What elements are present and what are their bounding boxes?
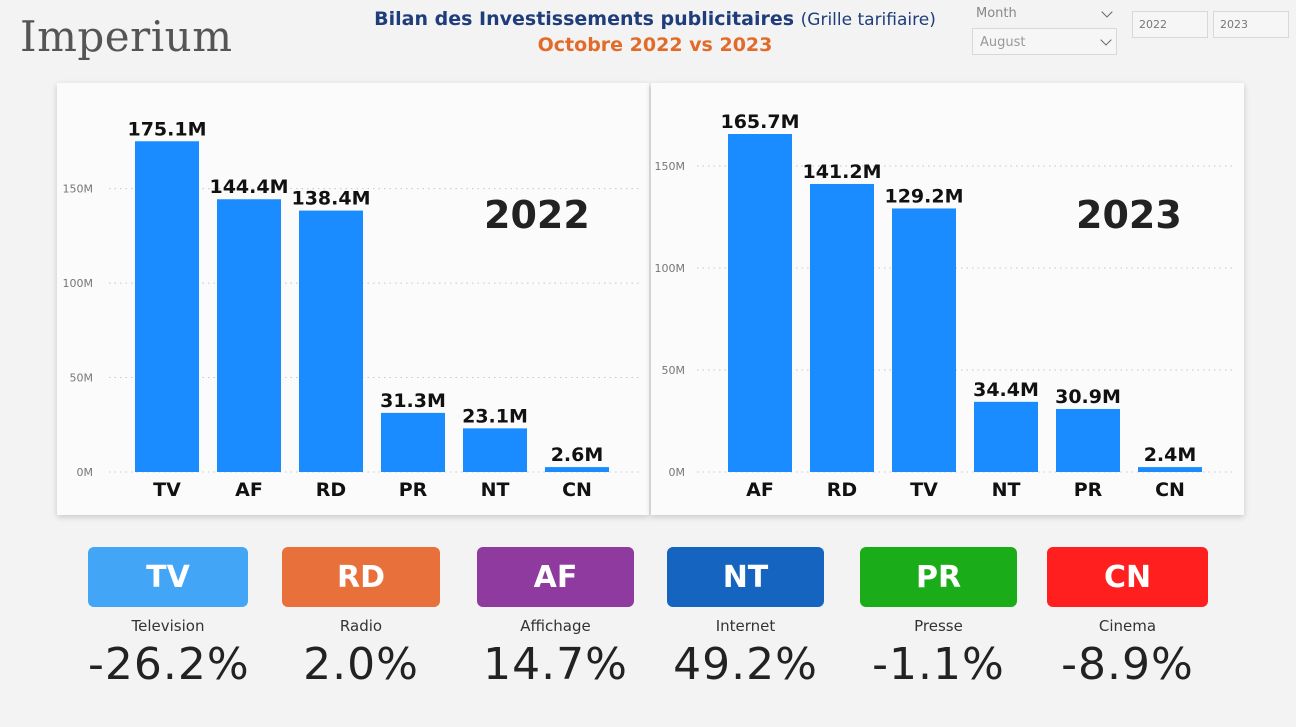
kpi-name: Radio <box>339 617 383 635</box>
kpi-presse: PR Presse -1.1% <box>860 547 1020 690</box>
kpi-change: 49.2% <box>673 639 818 690</box>
kpi-cinema: CN Cinema -8.9% <box>1047 547 1208 690</box>
data-label: 144.4M <box>209 176 288 198</box>
data-label: 141.2M <box>802 161 881 183</box>
data-label: 34.4M <box>973 379 1039 401</box>
x-category-label: CN <box>562 479 592 501</box>
bar[interactable] <box>299 210 363 473</box>
bar[interactable] <box>974 401 1038 472</box>
year-end-field[interactable]: 2023 <box>1213 11 1289 38</box>
y-tick-label: 50M <box>70 372 94 385</box>
x-category-label: TV <box>153 479 181 501</box>
y-tick-label: 50M <box>662 364 686 377</box>
chart-card-2023: 0M 50M 100M 150M 165.7M AF 141.2M RD 129.2M TV 34.… <box>651 83 1244 515</box>
y-tick-label: 0M <box>669 466 686 479</box>
kpi-change: -1.1% <box>872 639 1005 690</box>
x-category-label: PR <box>1074 479 1103 501</box>
bar[interactable] <box>463 428 527 472</box>
y-tick-label: 100M <box>63 277 94 290</box>
x-category-label: RD <box>316 479 346 501</box>
chart-year-label-2022: 2022 <box>484 193 590 237</box>
bar-chart-2022: 0M 50M 100M 150M 175.1M TV 144.4M AF 138.4M RD 31.… <box>63 118 639 501</box>
chevron-down-icon[interactable] <box>1101 6 1113 18</box>
kpi-badge: CN <box>1047 547 1208 607</box>
chart-year-label-2023: 2023 <box>1076 193 1182 237</box>
kpi-badge: AF <box>477 547 634 607</box>
data-label: 2.6M <box>551 444 604 466</box>
x-category-label: NT <box>992 479 1021 501</box>
kpi-internet: NT Internet 49.2% <box>667 547 827 690</box>
kpi-name: Affichage <box>520 617 591 635</box>
data-label: 129.2M <box>884 185 963 207</box>
x-category-label: AF <box>746 479 774 501</box>
report-header: Bilan des Investissements publicitaires … <box>320 8 990 56</box>
chart-card-2022: 0M 50M 100M 150M 175.1M TV 144.4M AF 138.4M RD 31.… <box>57 83 649 515</box>
bar[interactable] <box>135 141 199 472</box>
month-slicer-header[interactable]: Month <box>972 4 1117 28</box>
x-category-label: AF <box>235 479 263 501</box>
bar[interactable] <box>810 183 874 472</box>
kpi-name: Presse <box>914 617 963 635</box>
month-slicer[interactable]: Month August <box>972 4 1117 55</box>
kpi-television: TV Television -26.2% <box>88 547 250 690</box>
bar[interactable] <box>1056 408 1120 472</box>
year-start-field[interactable]: 2022 <box>1132 11 1208 38</box>
bar[interactable] <box>545 467 609 472</box>
data-label: 138.4M <box>291 188 370 210</box>
brand-logo: Imperium <box>20 12 233 61</box>
x-category-label: PR <box>399 479 428 501</box>
report-title-text: Bilan des Investissements publicitaires <box>374 8 795 30</box>
kpi-change: 2.0% <box>303 639 419 690</box>
kpi-badge: RD <box>282 547 440 607</box>
kpi-radio: RD Radio 2.0% <box>282 547 442 690</box>
bar[interactable] <box>1138 467 1202 472</box>
bar[interactable] <box>381 412 445 472</box>
data-label: 30.9M <box>1055 386 1121 408</box>
report-title-paren: (Grille tarifiaire) <box>800 10 936 30</box>
x-category-label: CN <box>1155 479 1185 501</box>
month-slicer-label: Month <box>976 6 1017 21</box>
x-category-label: NT <box>481 479 510 501</box>
kpi-change: -8.9% <box>1061 639 1194 690</box>
data-label: 23.1M <box>462 405 528 427</box>
data-label: 31.3M <box>380 390 446 412</box>
bar[interactable] <box>728 134 792 472</box>
data-label: 165.7M <box>720 111 799 133</box>
kpi-name: Internet <box>715 617 776 635</box>
y-tick-label: 100M <box>655 262 686 275</box>
data-label: 175.1M <box>127 118 206 140</box>
x-category-label: TV <box>910 479 938 501</box>
bar[interactable] <box>892 208 956 472</box>
report-subtitle: Octobre 2022 vs 2023 <box>537 34 773 56</box>
y-tick-label: 150M <box>63 183 94 196</box>
data-label: 2.4M <box>1144 444 1197 466</box>
kpi-affichage: AF Affichage 14.7% <box>477 547 637 690</box>
bar-chart-2023: 0M 50M 100M 150M 165.7M AF 141.2M RD 129.2M TV 34.… <box>655 111 1234 501</box>
y-tick-label: 0M <box>77 466 94 479</box>
kpi-change: 14.7% <box>483 639 628 690</box>
kpi-name: Television <box>131 617 205 635</box>
month-dropdown-value: August <box>980 35 1026 50</box>
report-title: Bilan des Investissements publicitaires … <box>320 8 990 30</box>
bar[interactable] <box>217 199 281 472</box>
y-tick-label: 150M <box>655 160 686 173</box>
x-category-label: RD <box>827 479 857 501</box>
kpi-badge: TV <box>88 547 248 607</box>
kpi-badge: PR <box>860 547 1017 607</box>
month-dropdown[interactable]: August <box>972 28 1117 55</box>
kpi-change: -26.2% <box>88 639 250 690</box>
kpi-name: Cinema <box>1098 617 1157 635</box>
chevron-down-icon[interactable] <box>1100 34 1112 46</box>
kpi-badge: NT <box>667 547 824 607</box>
